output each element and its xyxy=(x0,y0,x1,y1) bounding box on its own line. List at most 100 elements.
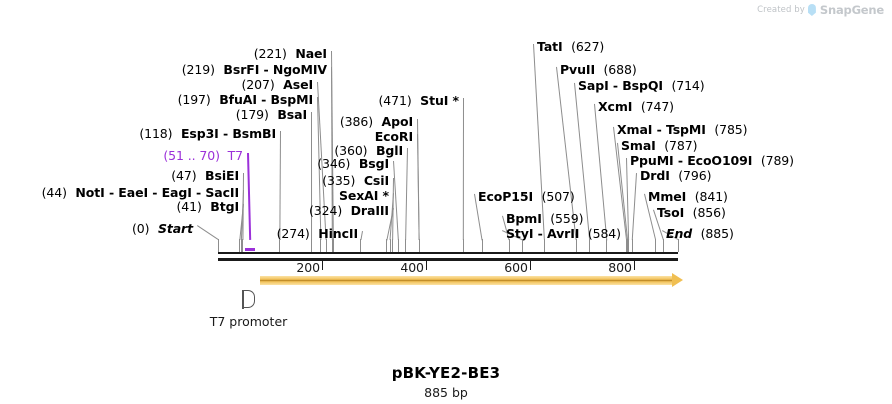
label-spacer xyxy=(215,62,224,77)
restriction-site-tick[interactable] xyxy=(405,239,407,252)
restriction-site-tick[interactable] xyxy=(508,239,510,252)
restriction-site-tick[interactable] xyxy=(397,239,399,252)
right-arrow-icon xyxy=(671,273,683,287)
label-spacer xyxy=(684,205,693,220)
restriction-site-tick[interactable] xyxy=(631,239,633,252)
enzyme-label-bsai[interactable]: (179) BsaI xyxy=(236,108,307,121)
restriction-site-tick[interactable] xyxy=(320,239,322,252)
restriction-site-tick[interactable] xyxy=(389,239,391,252)
enzyme-name-bsiei: BsiEI xyxy=(205,168,239,183)
enzyme-label-tsoi[interactable]: TsoI (856) xyxy=(657,206,726,219)
restriction-site-tick[interactable] xyxy=(678,239,679,252)
restriction-site-tick[interactable] xyxy=(332,239,334,252)
ruler-tick xyxy=(529,261,532,270)
sequence-backbone-upper xyxy=(218,252,678,254)
enzyme-name-t7: T7 xyxy=(227,148,243,163)
restriction-site-tick[interactable] xyxy=(589,239,591,252)
restriction-site-tick[interactable] xyxy=(626,239,628,252)
enzyme-label-xcmi[interactable]: XcmI (747) xyxy=(598,100,674,113)
restriction-site-tick[interactable] xyxy=(279,239,281,252)
restriction-site-tick[interactable] xyxy=(386,239,388,252)
label-spacer xyxy=(342,203,351,218)
enzyme-label-hincii[interactable]: (274) HincII xyxy=(277,227,359,240)
enzyme-name-drdi: DrdI xyxy=(640,168,670,183)
enzyme-label-ecop15i[interactable]: EcoP15I (507) xyxy=(478,190,575,203)
label-leader-line xyxy=(247,152,251,240)
enzyme-label-bpmi[interactable]: BpmI (559) xyxy=(506,212,584,225)
enzyme-label-draiii[interactable]: (324) DraIII xyxy=(309,204,389,217)
enzyme-position-bsgi: (346) xyxy=(317,156,351,171)
restriction-site-tick[interactable] xyxy=(655,239,657,252)
enzyme-label-bsiei[interactable]: (47) BsiEI xyxy=(171,169,239,182)
enzyme-label-bgli[interactable]: (360) BglI xyxy=(334,144,403,157)
enzyme-label-ecori[interactable]: EcoRI xyxy=(375,130,413,143)
enzyme-label-t7[interactable]: (51 .. 70) T7 xyxy=(163,149,243,162)
enzyme-label-apoi[interactable]: (386) ApoI xyxy=(340,115,413,128)
enzyme-label-naei[interactable]: (221) NaeI xyxy=(254,47,327,60)
t7-promoter-site-mark[interactable] xyxy=(244,248,255,251)
restriction-site-tick[interactable] xyxy=(606,239,608,252)
enzyme-position-tati: (627) xyxy=(571,39,605,54)
label-spacer xyxy=(632,99,641,114)
enzyme-label-asei[interactable]: (207) AseI xyxy=(242,77,314,92)
enzyme-name-xmai: XmaI - TspMI xyxy=(617,122,706,137)
restriction-site-tick[interactable] xyxy=(392,239,394,252)
enzyme-label-start[interactable]: (0) Start xyxy=(132,222,193,235)
cds-feature-arrow[interactable] xyxy=(259,276,672,285)
restriction-site-tick[interactable] xyxy=(543,239,545,252)
label-spacer xyxy=(595,62,604,77)
label-spacer xyxy=(412,93,421,108)
enzyme-position-stui: (471) xyxy=(378,93,412,108)
label-spacer xyxy=(579,226,588,241)
enzyme-label-smai[interactable]: SmaI (787) xyxy=(621,139,697,152)
enzyme-name-bsai: BsaI xyxy=(277,107,307,122)
enzyme-label-stui[interactable]: (471) StuI * xyxy=(378,93,460,108)
label-spacer xyxy=(350,156,359,171)
label-leader-line xyxy=(242,173,244,241)
enzyme-label-xmai[interactable]: XmaI - TspMI (785) xyxy=(617,122,748,137)
enzyme-position-bsiei: (47) xyxy=(171,168,197,183)
restriction-site-tick[interactable] xyxy=(462,239,464,252)
enzyme-label-tati[interactable]: TatI (627) xyxy=(537,40,604,53)
restriction-site-tick[interactable] xyxy=(627,239,629,252)
enzyme-label-esp3i[interactable]: (118) Esp3I - BsmBI xyxy=(139,127,276,140)
restriction-site-tick[interactable] xyxy=(418,239,420,252)
enzyme-label-bsgi[interactable]: (346) BsgI xyxy=(317,157,389,170)
restriction-site-tick[interactable] xyxy=(242,239,244,252)
enzyme-label-mmei[interactable]: MmeI (841) xyxy=(648,190,728,203)
restriction-site-tick[interactable] xyxy=(311,239,313,252)
enzyme-position-ecop15i: (507) xyxy=(541,189,575,204)
enzyme-label-pvuii[interactable]: PvuII (688) xyxy=(560,63,637,76)
enzyme-label-styi[interactable]: StyI - AvrII (584) xyxy=(506,227,621,240)
restriction-site-tick[interactable] xyxy=(360,239,362,252)
enzyme-name-btgi: BtgI xyxy=(210,199,239,214)
restriction-site-tick[interactable] xyxy=(481,239,483,252)
enzyme-label-bsrfi[interactable]: (219) BsrFI - NgoMIV xyxy=(182,63,327,76)
restriction-site-tick[interactable] xyxy=(662,239,664,252)
enzyme-position-styi: (584) xyxy=(587,226,621,241)
restriction-site-tick[interactable] xyxy=(240,239,242,252)
enzyme-label-end[interactable]: End (885) xyxy=(666,227,734,240)
enzyme-label-csii[interactable]: (335) CsiI xyxy=(322,174,389,187)
enzyme-label-btgi[interactable]: (41) BtgI xyxy=(177,199,240,214)
enzyme-label-ppumi[interactable]: PpuMI - EcoO109I (789) xyxy=(630,154,794,167)
restriction-site-tick[interactable] xyxy=(218,239,219,252)
restriction-site-tick[interactable] xyxy=(521,239,523,252)
restriction-site-tick[interactable] xyxy=(325,239,327,252)
enzyme-name-smai: SmaI xyxy=(621,138,656,153)
restriction-site-tick[interactable] xyxy=(239,239,241,252)
restriction-site-tick[interactable] xyxy=(575,239,577,252)
restriction-site-tick[interactable] xyxy=(331,239,333,252)
enzyme-label-drdi[interactable]: DrdI (796) xyxy=(640,169,711,182)
plasmid-length-label: 885 bp xyxy=(424,385,468,400)
restriction-site-tick[interactable] xyxy=(628,239,630,252)
enzyme-label-bfuai[interactable]: (197) BfuAI - BspMI xyxy=(178,93,314,106)
enzyme-label-sapi[interactable]: SapI - BspQI (714) xyxy=(578,79,705,92)
enzyme-label-sexai[interactable]: SexAI * xyxy=(339,189,389,202)
enzyme-name-naei: NaeI xyxy=(295,46,327,61)
promoter-arrow-icon[interactable] xyxy=(242,289,255,309)
label-spacer xyxy=(275,77,284,92)
enzyme-position-mmei: (841) xyxy=(694,189,728,204)
enzyme-label-noti[interactable]: (44) NotI - EaeI - EagI - SacII xyxy=(42,186,239,199)
